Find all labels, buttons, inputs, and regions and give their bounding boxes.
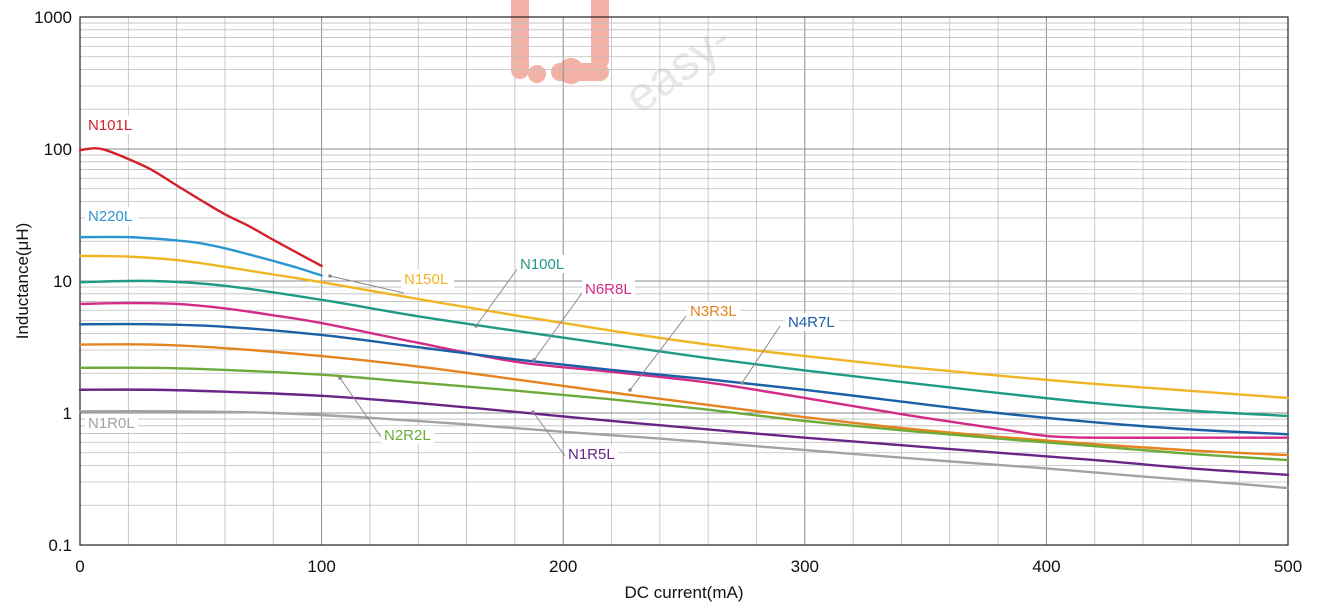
y-tick-label: 10 bbox=[53, 272, 72, 291]
series-label-n2r2l: N2R2L bbox=[384, 427, 431, 444]
series-line-n1r5l bbox=[78, 388, 1290, 477]
series-line-n4r7l bbox=[78, 322, 1290, 436]
label-background-n2r2l bbox=[381, 426, 434, 444]
watermark-logo-ring bbox=[558, 58, 584, 84]
series-label-n100l: N100L bbox=[520, 256, 564, 273]
label-background-n1r5l bbox=[565, 445, 618, 463]
series-label-n150l: N150L bbox=[404, 271, 448, 288]
y-axis-title: Inductance(μH) bbox=[13, 223, 32, 340]
leader-tip-n4r7l bbox=[740, 381, 744, 385]
grid bbox=[80, 17, 1288, 545]
x-tick-labels: 0 100 200 300 400 500 bbox=[75, 557, 1302, 576]
leader-line-n3r3l bbox=[629, 315, 687, 391]
leader-tip-n1r5l bbox=[531, 410, 535, 414]
leader-tip-n6r8l bbox=[532, 358, 536, 362]
leader-line-n6r8l bbox=[533, 292, 583, 361]
leader-line-n2r2l bbox=[339, 377, 382, 438]
series-label-n220l: N220L bbox=[88, 208, 132, 225]
y-tick-label: 1 bbox=[63, 404, 72, 423]
x-tick-label: 100 bbox=[307, 557, 335, 576]
x-tick-label: 300 bbox=[791, 557, 819, 576]
x-tick-label: 400 bbox=[1032, 557, 1060, 576]
label-background-n220l bbox=[85, 207, 138, 225]
label-background-n150l bbox=[401, 270, 454, 288]
series-label-n1r0l: N1R0L bbox=[88, 415, 135, 432]
watermark-logo-dot bbox=[528, 65, 546, 83]
y-tick-label: 100 bbox=[44, 140, 72, 159]
series-label-n101l: N101L bbox=[88, 117, 132, 134]
x-axis-title: DC current(mA) bbox=[624, 583, 743, 602]
series-line-n6r8l bbox=[78, 301, 1290, 440]
series-line-n220l bbox=[78, 235, 323, 277]
leader-line-n100l bbox=[475, 267, 519, 327]
label-background-n100l bbox=[517, 255, 570, 273]
watermark-text: easy- bbox=[615, 12, 741, 124]
label-background-n3r3l bbox=[687, 302, 740, 320]
y-tick-labels: 0.1 1 10 100 1000 bbox=[34, 8, 72, 555]
x-tick-label: 200 bbox=[549, 557, 577, 576]
series-label-n6r8l: N6R8L bbox=[585, 281, 632, 298]
series-line-n100l bbox=[78, 279, 1290, 418]
series-label-n4r7l: N4R7L bbox=[788, 314, 835, 331]
leader-tip-n2r2l bbox=[338, 376, 342, 380]
series-labels: N101L N220L N150L N100L N6R8L N4R7L N3R3L N2R2L… bbox=[85, 116, 838, 463]
watermark-logo bbox=[511, 0, 609, 81]
label-background-n4r7l bbox=[785, 313, 838, 331]
y-tick-label: 0.1 bbox=[48, 536, 72, 555]
x-tick-label: 0 bbox=[75, 557, 84, 576]
label-background-n6r8l bbox=[582, 280, 635, 298]
label-background-n1r0l bbox=[85, 414, 138, 432]
series-line-n101l bbox=[78, 147, 323, 268]
x-tick-label: 500 bbox=[1274, 557, 1302, 576]
series-label-n1r5l: N1R5L bbox=[568, 446, 615, 463]
series-label-n3r3l: N3R3L bbox=[690, 303, 737, 320]
series-lines bbox=[78, 147, 1290, 490]
series-line-n150l bbox=[78, 254, 1290, 400]
y-tick-label: 1000 bbox=[34, 8, 72, 27]
leader-line-n1r5l bbox=[532, 411, 566, 457]
leader-line-n150l bbox=[329, 275, 405, 294]
series-line-n2r2l bbox=[78, 366, 1290, 462]
series-line-n3r3l bbox=[78, 343, 1290, 457]
leader-tip-n3r3l bbox=[628, 388, 632, 392]
series-line-n1r0l bbox=[78, 409, 1290, 490]
leader-line-n4r7l bbox=[741, 325, 781, 384]
leader-tip-n150l bbox=[328, 274, 332, 278]
label-background-n101l bbox=[85, 116, 138, 134]
leader-tip-n100l bbox=[474, 324, 478, 328]
